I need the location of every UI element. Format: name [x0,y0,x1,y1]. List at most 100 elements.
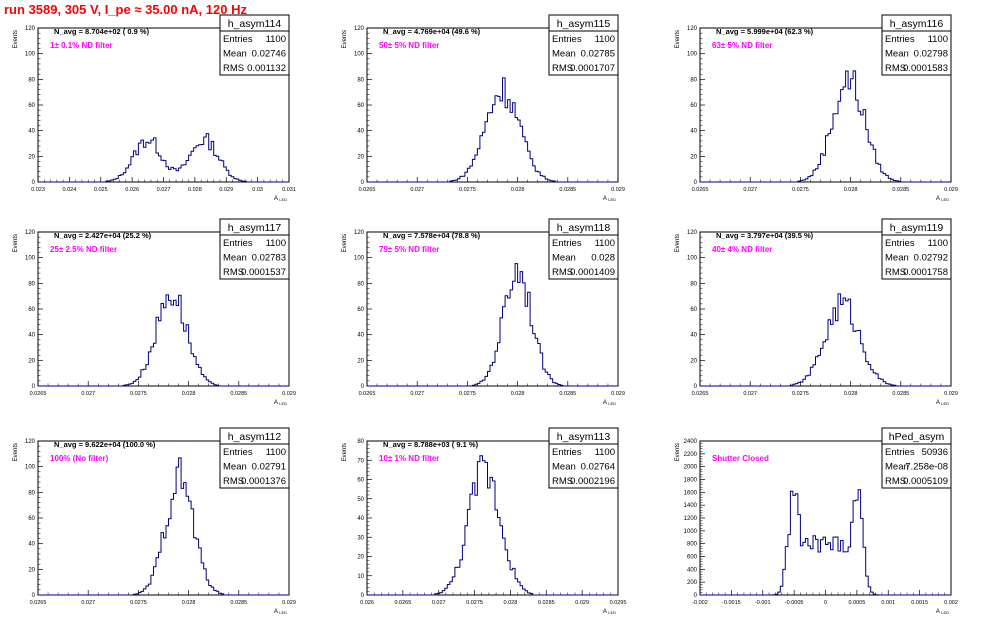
x-tick-label: 0.027 [743,391,757,397]
x-tick-label: 0.025 [94,187,108,193]
histogram-name: h_asym117 [228,222,282,234]
x-tick-label: 0.0265 [359,391,376,397]
y-axis-label: Events [675,234,681,252]
histogram-name: h_asym116 [890,18,944,30]
y-tick-label: 60 [357,307,364,313]
y-tick-label: 1400 [684,503,698,509]
stats-label-mean: Mean [552,462,576,473]
y-tick-label: 1600 [684,490,698,496]
x-axis-label-subscript: LED [941,401,949,406]
stats-value-entries: 1100 [266,447,286,458]
x-tick-label: 0.0295 [610,600,627,606]
n-avg-label: N_avg = 2.427e+04 (25.2 %) [54,231,152,240]
histogram-name: hPed_asym [889,431,945,443]
y-tick-label: 40 [690,129,697,135]
x-tick-label: 0.0275 [466,600,483,606]
stats-label-entries: Entries [223,447,253,458]
y-axis-label: Events [13,30,19,48]
y-tick-label: 80 [690,77,697,83]
x-tick-label: -0.001 [755,600,771,606]
stats-box [881,218,952,280]
y-axis-label: Events [342,30,348,48]
stats-label-entries: Entries [552,34,582,45]
x-tick-label: 0.029 [282,391,296,397]
y-tick-label: 100 [687,52,698,58]
n-avg-label: N_avg = 9.622e+04 (100.0 %) [54,440,156,449]
filter-annotation: 63± 5% ND filter [712,41,772,50]
filter-annotation: 79± 5% ND filter [379,245,439,254]
y-tick-label: 60 [690,307,697,313]
x-tick-label: 0.026 [125,187,139,193]
y-tick-label: 20 [357,555,364,561]
histogram-name: h_asym112 [228,431,282,443]
x-tick-label: 0.027 [81,600,95,606]
filter-annotation: 25± 2.5% ND filter [50,245,117,254]
y-tick-label: 120 [25,26,36,32]
y-axis-label: Events [675,30,681,48]
stats-value-mean: 0.02792 [914,253,948,264]
x-tick-label: 0.027 [410,187,424,193]
stats-value-entries: 1100 [595,238,615,249]
y-tick-label: 20 [357,358,364,364]
x-tick-label: 0.0285 [559,391,576,397]
y-tick-label: 40 [28,333,35,339]
x-tick-label: 0.0275 [459,187,476,193]
y-tick-label: 800 [687,542,698,548]
x-tick-label: 0.0265 [30,600,47,606]
y-tick-label: 80 [28,490,35,496]
x-tick-label: 0.028 [511,187,525,193]
x-tick-label: 0.0015 [911,600,928,606]
y-tick-label: 80 [357,281,364,287]
x-tick-label: 0.028 [844,391,858,397]
stats-box [881,427,952,489]
x-axis-label-subscript: LED [279,610,287,615]
y-tick-label: 20 [28,358,35,364]
stats-value-rms: 0.0001376 [241,476,286,487]
y-tick-label: 60 [28,103,35,109]
stats-label-mean: Mean [223,462,247,473]
x-tick-label: 0.029 [611,391,625,397]
y-tick-label: 60 [28,516,35,522]
stats-value-mean: 0.02746 [252,49,286,60]
x-axis-label-subscript: LED [608,197,616,202]
x-axis-label: A LED [936,196,949,202]
y-tick-label: 0 [694,593,698,599]
stats-label-entries: Entries [223,238,253,249]
histogram-name: h_asym113 [557,431,611,443]
stats-value-mean: 0.02798 [914,49,948,60]
stats-box [548,427,619,489]
histogram-panel-hPed_asym: Events A LED 0 200 400 600 800 1000 1200 1400 1600… [675,427,958,615]
y-tick-label: 100 [25,52,36,58]
stats-label-mean: Mean [223,253,247,264]
n-avg-label: N_avg = 8.788e+03 ( 9.1 %) [383,440,479,449]
stats-value-entries: 1100 [928,34,948,45]
y-tick-label: 600 [687,555,698,561]
x-tick-label: 0.0275 [792,187,809,193]
histogram-panel-h_asym112: Events A LED 0 20 40 60 80 100 120 0.0265 0.027 0.0… [13,427,296,615]
filter-annotation: Shutter Closed [712,454,769,463]
stats-value-rms: 0.0001707 [570,63,615,74]
stats-value-rms: 0.0001537 [241,267,286,278]
x-axis-label-subscript: LED [941,197,949,202]
stats-box [881,14,952,76]
filter-annotation: 10± 1% ND filter [379,454,439,463]
x-tick-label: 0.028 [504,600,518,606]
y-tick-label: 0 [361,593,365,599]
y-tick-label: 10 [357,574,364,580]
x-tick-label: -0.0015 [722,600,741,606]
stats-value-entries: 1100 [266,238,286,249]
stats-value-entries: 1100 [595,34,615,45]
n-avg-label: N_avg = 4.769e+04 (49.6 %) [383,27,481,36]
y-tick-label: 80 [357,439,364,445]
y-tick-label: 2400 [684,439,698,445]
stats-label-entries: Entries [885,238,915,249]
stats-label-entries: Entries [552,238,582,249]
x-tick-label: 0.027 [157,187,171,193]
stats-label-rms: RMS [885,63,906,74]
histogram-line [700,489,951,596]
x-axis-label: A LED [274,400,287,406]
x-tick-label: 0.027 [743,187,757,193]
stats-label-mean: Mean [223,49,247,60]
stats-label-entries: Entries [552,447,582,458]
x-tick-label: 0.0275 [130,600,147,606]
